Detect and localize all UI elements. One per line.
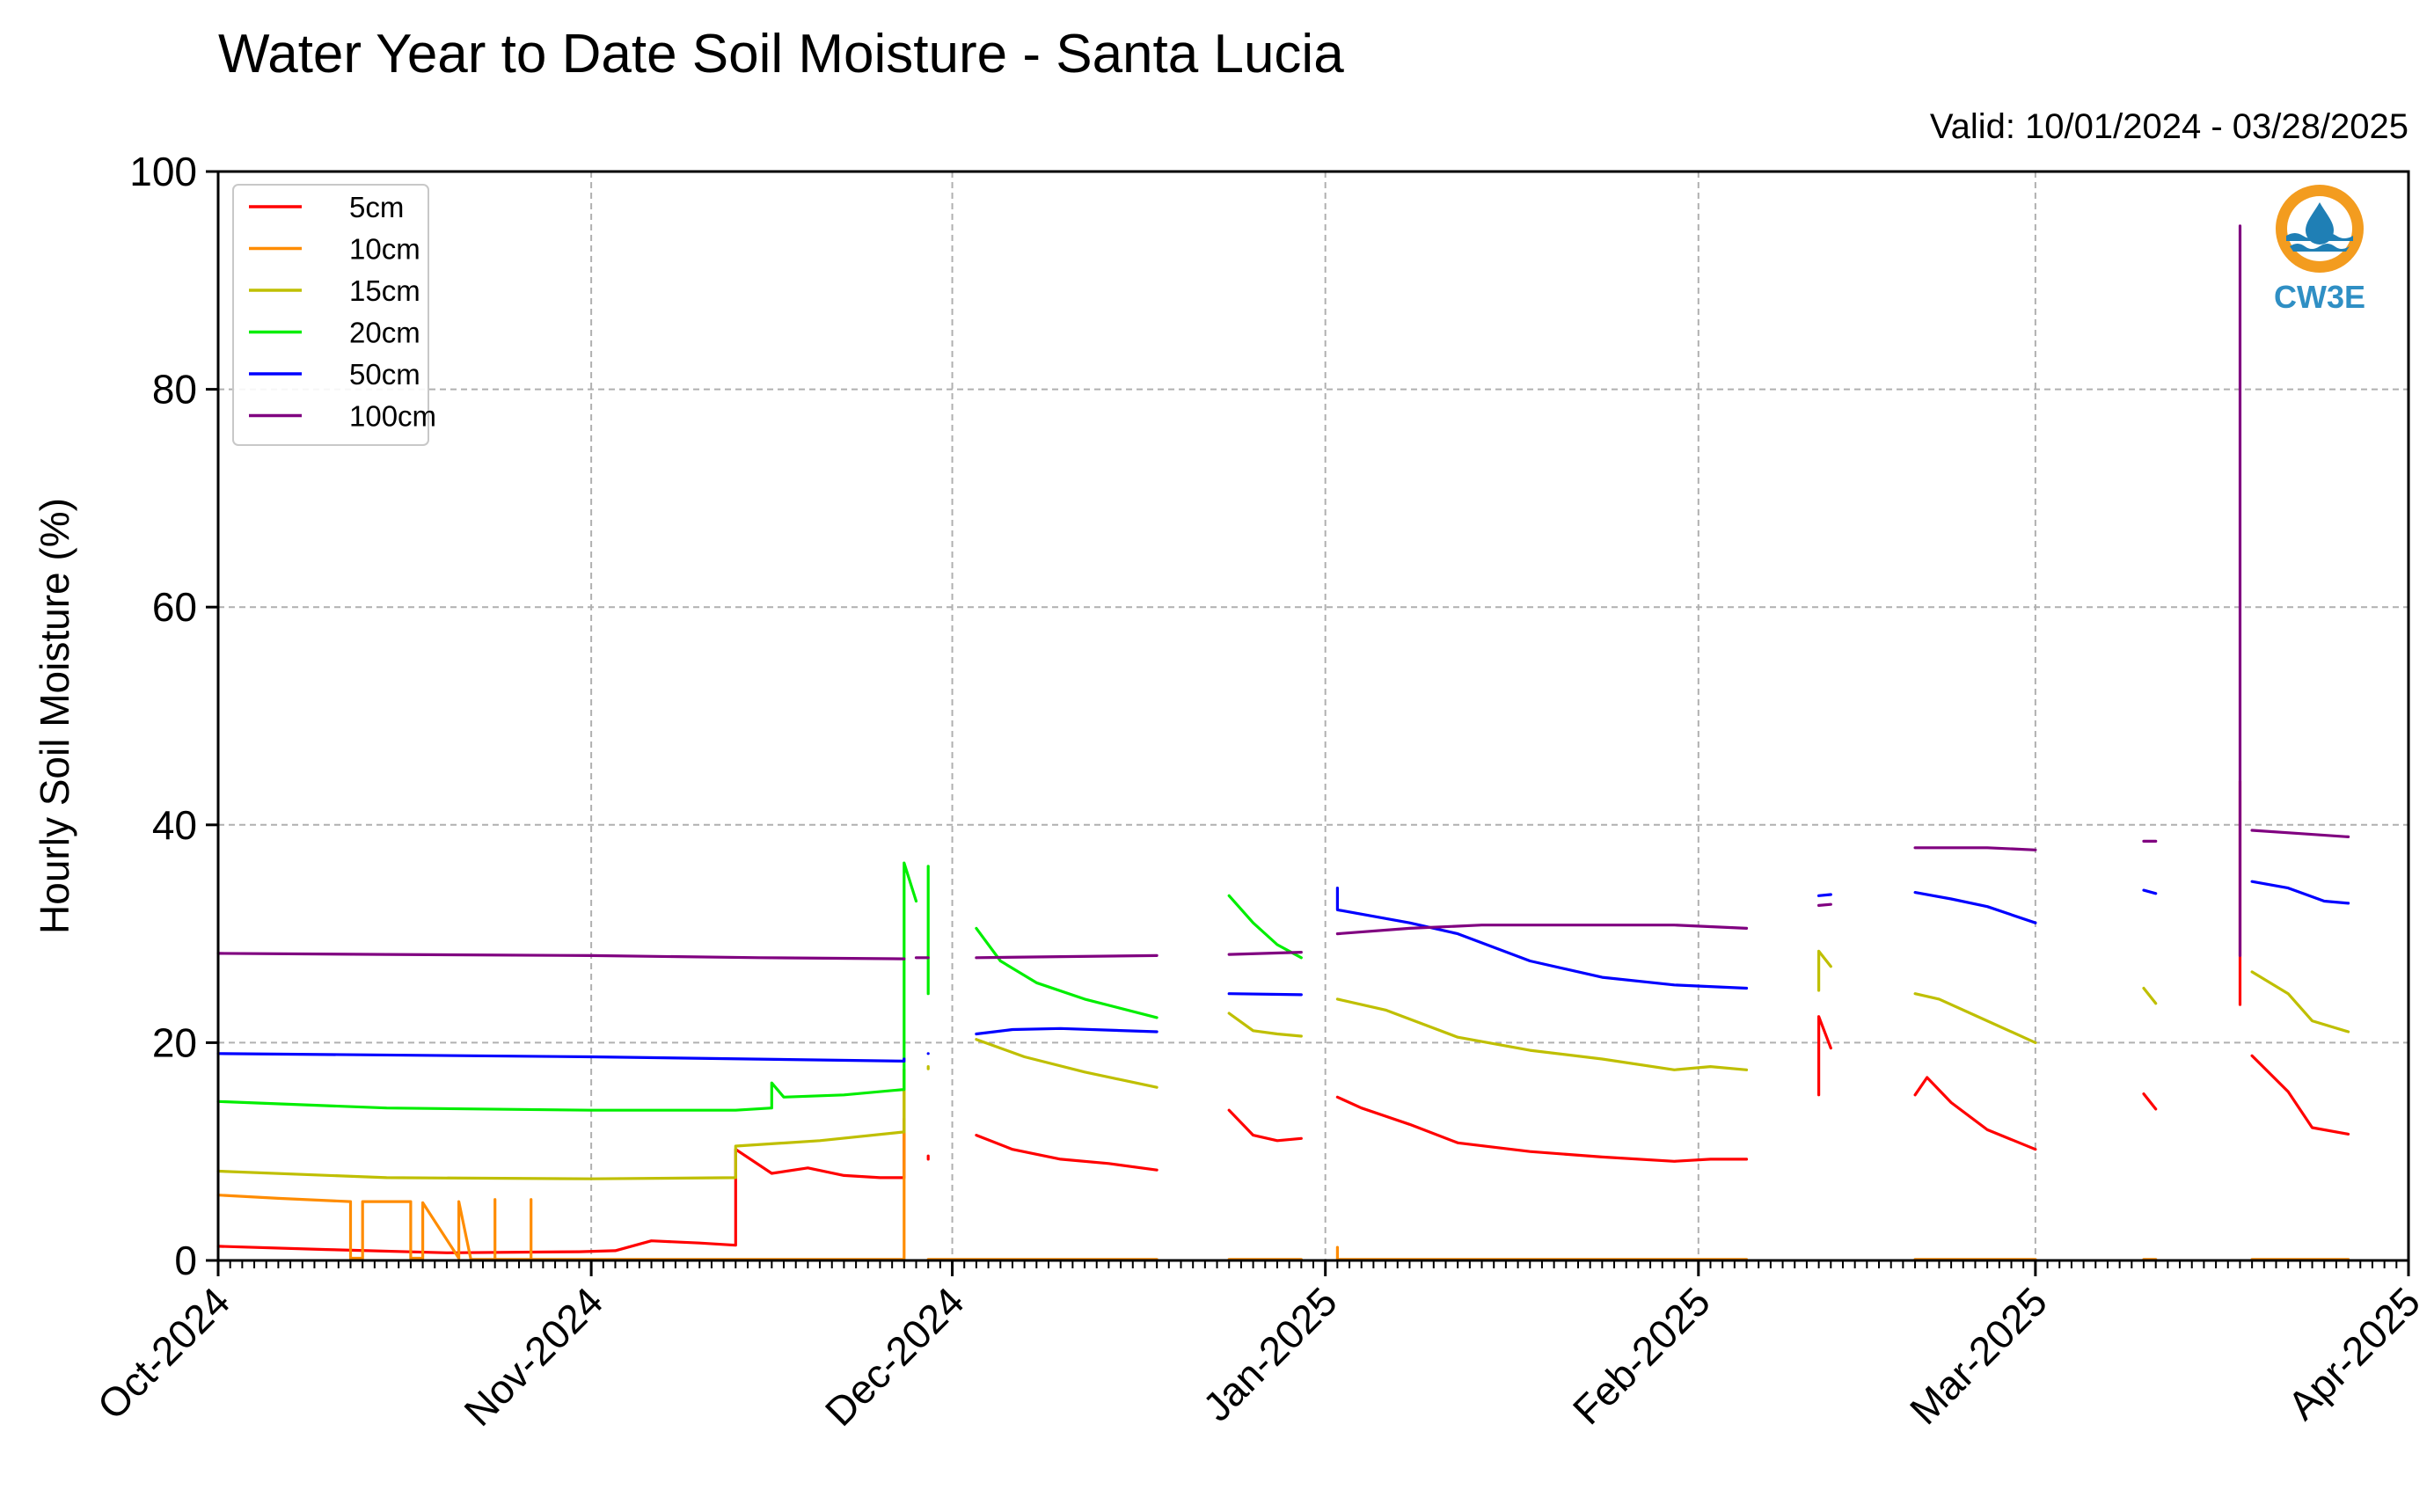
- legend: 5cm 10cm 15cm 20cm 50cm 100cm: [232, 184, 436, 446]
- series-line-20cm: [216, 861, 918, 1112]
- legend-label: 100cm: [349, 400, 436, 433]
- series-line-5cm: [1335, 1095, 1749, 1163]
- series-line-100cm: [1227, 950, 1303, 956]
- series-line-15cm: [216, 1068, 906, 1180]
- chart-title: Water Year to Date Soil Moisture - Santa…: [218, 24, 1344, 84]
- series-line-100cm: [1817, 902, 1832, 908]
- series-line-100cm: [2250, 829, 2350, 839]
- series-line-5cm: [2142, 1092, 2158, 1111]
- y-tick-label: 20: [152, 1019, 197, 1065]
- series-line-100cm: [1913, 846, 2037, 851]
- series-line-5cm: [1913, 1076, 2037, 1151]
- legend-label: 5cm: [349, 191, 404, 223]
- y-axis-label: Hourly Soil Moisture (%): [32, 498, 77, 934]
- series-line-5cm: [1817, 1015, 1832, 1097]
- series-line-10cm: [216, 1068, 906, 1261]
- series-line-20cm: [1227, 894, 1303, 960]
- series-line-50cm: [1227, 992, 1303, 997]
- logo-text: CW3E: [2274, 279, 2365, 315]
- series-line-100cm: [975, 953, 1159, 960]
- series-line-15cm: [1817, 949, 1832, 992]
- series-lines: [216, 224, 2350, 1261]
- series-line-5cm: [2250, 1054, 2350, 1136]
- series-100cm: [216, 224, 2350, 961]
- y-tick-label: 100: [129, 149, 197, 194]
- series-line-20cm: [975, 926, 1159, 1019]
- series-line-50cm: [2250, 880, 2350, 905]
- series-line-50cm: [1913, 890, 2037, 924]
- series-line-5cm: [1227, 1108, 1303, 1143]
- legend-label: 50cm: [349, 358, 420, 391]
- water-drop-icon: [2306, 202, 2334, 245]
- series-line-100cm: [1335, 924, 1749, 936]
- legend-entries: 5cm 10cm 15cm 20cm 50cm 100cm: [249, 191, 436, 433]
- series-20cm: [216, 861, 1303, 1112]
- y-tick-label: 60: [152, 584, 197, 630]
- y-tick-label: 40: [152, 802, 197, 848]
- series-15cm: [216, 949, 2350, 1180]
- chart-subtitle: Valid: 10/01/2024 - 03/28/2025: [1930, 107, 2408, 146]
- series-line-15cm: [1227, 1012, 1303, 1038]
- legend-label: 20cm: [349, 317, 420, 349]
- series-line-5cm: [975, 1133, 1159, 1172]
- series-line-50cm: [1335, 886, 1749, 990]
- series-line-100cm: [216, 952, 906, 961]
- series-line-15cm: [2142, 986, 2158, 1005]
- y-tick-label: 0: [174, 1238, 197, 1283]
- series-50cm: [216, 880, 2350, 1063]
- series-line-5cm: [216, 1117, 906, 1254]
- series-line-50cm: [216, 1052, 906, 1063]
- y-tick-label: 80: [152, 367, 197, 413]
- series-line-50cm: [2142, 888, 2158, 895]
- series-line-15cm: [975, 1038, 1159, 1089]
- legend-label: 10cm: [349, 233, 420, 266]
- cw3e-logo: CW3E: [2274, 185, 2365, 315]
- series-line-15cm: [1335, 997, 1749, 1071]
- series-line-15cm: [2250, 970, 2350, 1034]
- minor-ticks: [217, 1260, 2409, 1268]
- series-line-15cm: [1913, 992, 2037, 1045]
- legend-label: 15cm: [349, 274, 420, 307]
- series-line-50cm: [975, 1026, 1159, 1036]
- logo-waves: [2290, 244, 2350, 252]
